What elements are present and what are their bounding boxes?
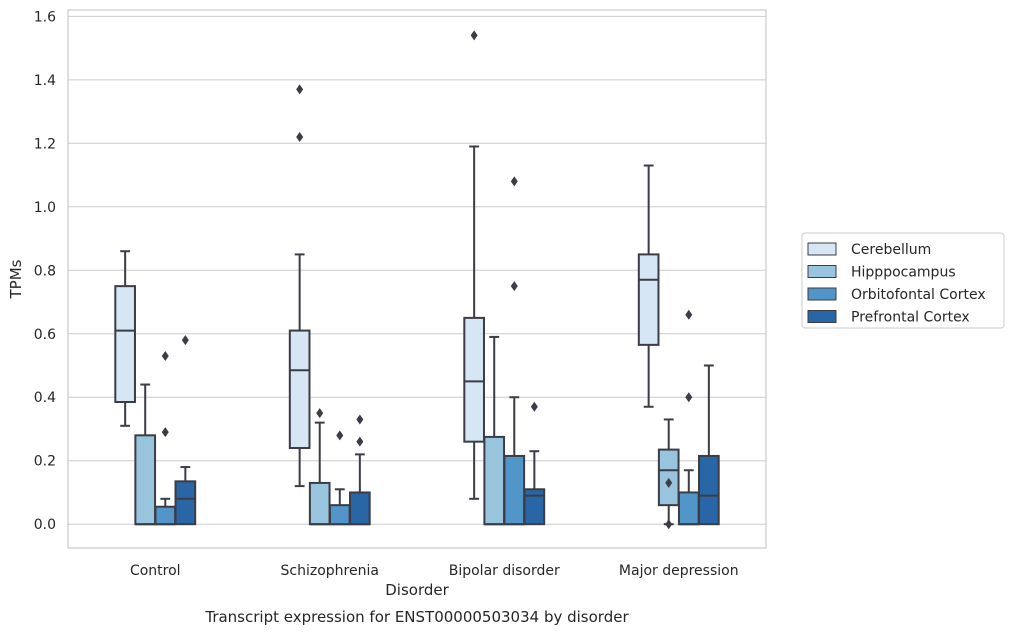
- outlier-point: [161, 350, 169, 361]
- y-axis-ticks: 0.0 0.2 0.4 0.6 0.8 1.0 1.2 1.4 1.6: [34, 9, 56, 533]
- box-body: [154, 505, 177, 526]
- box-1-2: [288, 84, 311, 488]
- y-tick-label: 1.4: [34, 73, 56, 89]
- box-1-4: [637, 164, 660, 408]
- box-body: [174, 480, 197, 526]
- outlier-point: [296, 84, 304, 95]
- outlier-point: [685, 392, 693, 403]
- box-1-1: [114, 250, 136, 427]
- y-tick-label: 1.2: [34, 136, 56, 152]
- outlier-point: [530, 401, 538, 412]
- legend-swatch: [807, 265, 837, 278]
- box-body: [483, 435, 506, 526]
- outlier-point: [336, 430, 344, 441]
- outlier-point: [470, 30, 478, 41]
- box-body: [503, 454, 526, 526]
- y-axis-label: TPMs: [7, 259, 25, 299]
- legend-swatch: [807, 242, 837, 256]
- y-tick-label: 0.2: [34, 454, 56, 470]
- y-tick-label: 0.8: [34, 263, 56, 279]
- outlier-point: [296, 131, 304, 142]
- legend-label: Orbitofontal Cortex: [851, 287, 986, 303]
- plot-area-frame: [67, 9, 767, 549]
- box-series-group: [114, 30, 720, 530]
- legend-label: Hipppocampus: [851, 265, 956, 281]
- box-body: [114, 285, 136, 403]
- x-axis-label: Disorder: [385, 581, 449, 599]
- legend-label: Cerebellum: [851, 242, 931, 258]
- box-2-1: [134, 383, 157, 526]
- box-4-2: [349, 414, 371, 526]
- box-2-2: [308, 408, 331, 526]
- box-body: [308, 481, 331, 526]
- outlier-point: [510, 281, 518, 292]
- box-body: [523, 488, 546, 526]
- chart-caption: Transcript expression for ENST0000050303…: [204, 608, 629, 626]
- outlier-point: [356, 436, 364, 447]
- y-tick-label: 0.0: [34, 517, 56, 533]
- box-2-4: [657, 418, 680, 530]
- box-1-3: [463, 30, 485, 500]
- x-axis-ticks: Control Schizophrenia Bipolar disorder Majo…: [130, 563, 739, 579]
- legend-label: Prefrontal Cortex: [851, 310, 970, 326]
- y-tick-label: 0.4: [34, 390, 56, 406]
- box-body: [349, 491, 371, 526]
- outlier-point: [665, 519, 673, 530]
- box-4-1: [174, 335, 197, 526]
- outlier-point: [665, 477, 673, 488]
- legend-swatch: [807, 287, 837, 301]
- box-body: [657, 448, 680, 507]
- outlier-point: [685, 309, 693, 320]
- x-tick-label: Major depression: [619, 563, 739, 579]
- box-4-4: [698, 364, 720, 526]
- box-body: [637, 253, 660, 346]
- legend-frame: [801, 232, 1005, 329]
- outlier-point: [181, 335, 189, 346]
- y-tick-label: 1.0: [34, 200, 56, 216]
- box-2-3: [483, 335, 506, 526]
- box-body: [677, 491, 700, 526]
- box-body: [134, 434, 157, 526]
- box-body: [463, 316, 485, 443]
- y-tick-label: 1.6: [34, 9, 56, 25]
- box-body: [288, 329, 311, 450]
- x-tick-label: Control: [130, 563, 181, 579]
- legend: Cerebellum Hipppocampus Orbitofontal Corte…: [801, 232, 1005, 329]
- box-3-2: [328, 430, 351, 526]
- x-tick-label: Schizophrenia: [281, 563, 379, 579]
- x-tick-label: Bipolar disorder: [449, 563, 560, 579]
- y-tick-label: 0.6: [34, 327, 56, 343]
- box-body: [698, 454, 720, 526]
- outlier-point: [161, 427, 169, 438]
- outlier-point: [316, 408, 324, 419]
- legend-swatch: [807, 310, 837, 323]
- box-3-3: [503, 176, 526, 526]
- box-4-3: [523, 401, 546, 526]
- outlier-point: [356, 414, 364, 425]
- outlier-point: [510, 176, 518, 187]
- box-body: [328, 504, 351, 526]
